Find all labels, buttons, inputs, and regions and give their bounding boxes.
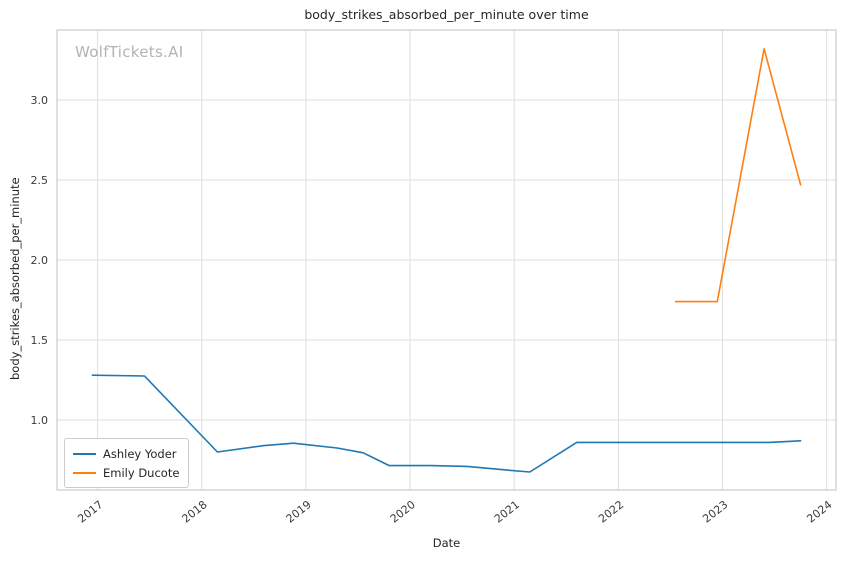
- legend-label: Ashley Yoder: [103, 446, 177, 461]
- x-tick-label: 2023: [700, 498, 730, 525]
- plot-border: [56, 29, 837, 491]
- chart-title: body_strikes_absorbed_per_minute over ti…: [304, 7, 589, 22]
- watermark: WolfTickets.AI: [75, 43, 184, 61]
- x-tick-label: 2020: [388, 498, 418, 525]
- y-axis-label: body_strikes_absorbed_per_minute: [8, 177, 22, 380]
- x-tick-label: 2022: [596, 498, 626, 525]
- x-axis-label: Date: [432, 536, 461, 550]
- y-tick-label: 1.0: [31, 414, 49, 427]
- x-tick-label: 2024: [804, 498, 834, 525]
- y-tick-label: 3.0: [31, 94, 49, 107]
- x-tick-label: 2019: [284, 498, 314, 525]
- legend-item: Ashley Yoder: [73, 444, 179, 463]
- legend-line-swatch-emily-ducote: [73, 471, 96, 474]
- y-tick-label: 2.5: [31, 174, 49, 187]
- series-line-emily-ducote: [674, 47, 802, 303]
- x-tick-label: 2018: [180, 498, 210, 525]
- legend-line-swatch-ashley-yoder: [73, 452, 96, 455]
- legend-item: Emily Ducote: [73, 463, 179, 482]
- y-tick-label: 2.0: [31, 254, 49, 267]
- series-line-ashley-yoder: [91, 374, 802, 473]
- y-tick-label: 1.5: [31, 334, 49, 347]
- x-tick-label: 2017: [75, 498, 105, 525]
- legend: Ashley Yoder Emily Ducote: [64, 438, 190, 488]
- x-tick-label: 2021: [492, 498, 522, 525]
- legend-label: Emily Ducote: [103, 465, 180, 480]
